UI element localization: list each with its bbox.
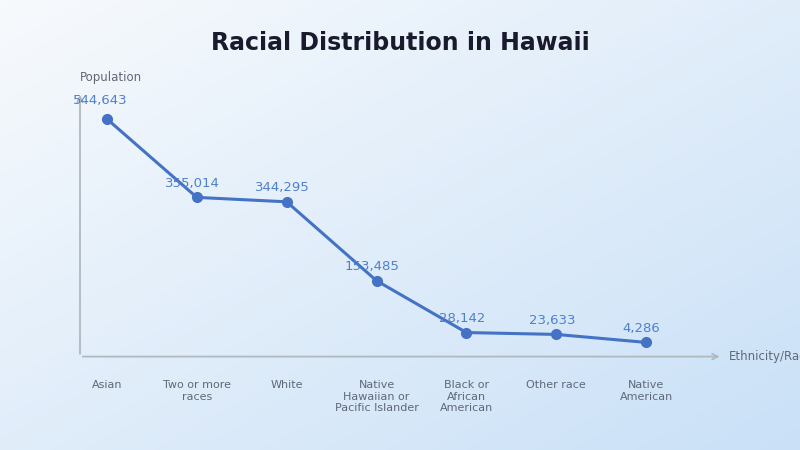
Text: 28,142: 28,142 <box>438 312 485 325</box>
Text: 355,014: 355,014 <box>165 177 220 190</box>
Text: Population: Population <box>80 71 142 84</box>
Text: Ethnicity/Race: Ethnicity/Race <box>729 350 800 363</box>
Text: 153,485: 153,485 <box>345 260 399 273</box>
Text: Racial Distribution in Hawaii: Racial Distribution in Hawaii <box>210 32 590 55</box>
Text: 544,643: 544,643 <box>73 94 127 107</box>
Text: 23,633: 23,633 <box>529 314 575 327</box>
Text: 4,286: 4,286 <box>622 322 661 335</box>
Text: 344,295: 344,295 <box>255 181 310 194</box>
